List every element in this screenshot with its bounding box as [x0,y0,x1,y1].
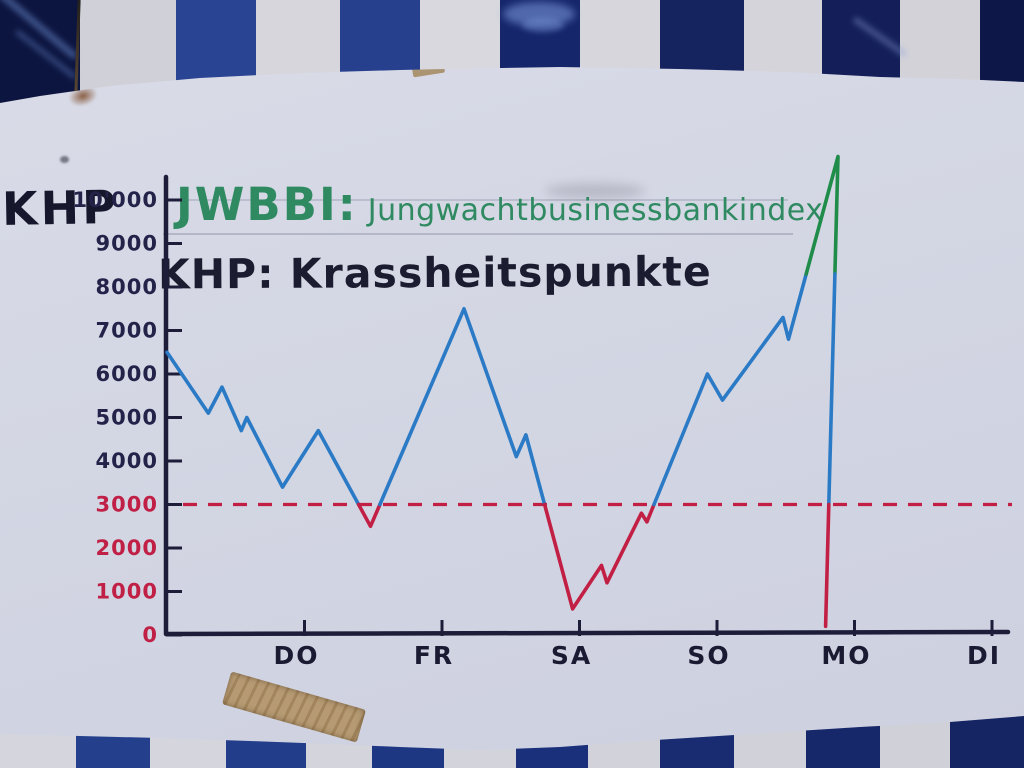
svg-text:DI: DI [967,641,1001,670]
smudge-mark [545,183,645,199]
pencil-guideline [168,199,788,201]
jwbbi-full-label: Jungwachtbusinessbankindex [367,193,824,228]
svg-text:4000: 4000 [96,449,158,473]
svg-text:FR: FR [414,641,454,670]
svg-text:6000: 6000 [96,362,158,386]
svg-text:8000: 8000 [96,275,158,299]
svg-text:SA: SA [551,641,592,670]
sky-cloud [503,2,575,26]
svg-text:7000: 7000 [96,319,158,343]
jwbbi-abbr-label: JWBBI: [176,178,358,231]
svg-text:1000: 1000 [96,580,158,604]
svg-text:SO: SO [687,641,730,670]
pencil-guideline [163,233,793,235]
svg-text:0: 0 [142,623,158,647]
ink-speck [60,156,69,163]
svg-text:10'000: 10'000 [73,188,159,212]
svg-text:5000: 5000 [96,406,158,430]
svg-text:2000: 2000 [96,536,158,560]
svg-text:3000: 3000 [96,493,158,517]
svg-text:DO: DO [273,641,319,670]
sky-cloud-wisp [522,18,564,32]
svg-text:9000: 9000 [96,232,158,256]
svg-text:MO: MO [821,641,871,670]
legend-line-jwbbi: JWBBI: Jungwachtbusinessbankindex [176,178,823,231]
